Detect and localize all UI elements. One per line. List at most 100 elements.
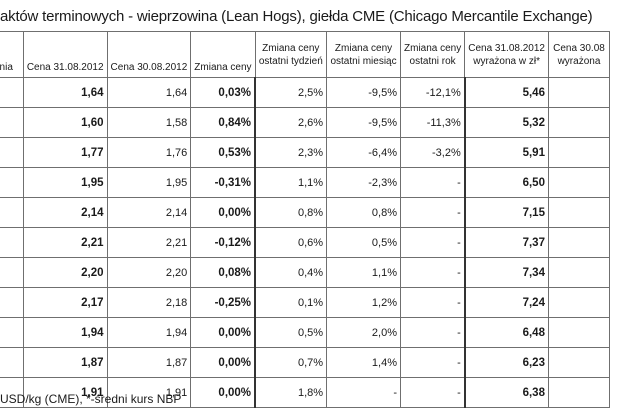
cell-p30: 1,64 <box>106 77 192 108</box>
table-row: 2,20 2,20 0,08% 0,4% 1,1% -7,34 <box>0 257 611 288</box>
cell-pln30 <box>547 227 611 258</box>
cell-p30: 2,21 <box>106 227 192 258</box>
cell-pln31: 7,24 <box>463 287 549 318</box>
cell-month: -6,4% <box>326 137 401 168</box>
cell-pln31: 6,50 <box>463 167 549 198</box>
cell-week: 1,8% <box>254 377 328 408</box>
cell-p31: 1,64 <box>22 77 108 108</box>
header-price-31: Cena 31.08.2012 <box>22 31 108 78</box>
table-footnote: USD/kg (CME), *-średni kurs NBP <box>0 392 182 406</box>
cell-month: 0,8% <box>326 197 401 228</box>
cell-pln30 <box>547 77 611 108</box>
cell-p31: 1,95 <box>22 167 108 198</box>
table-row: 1,94 1,94 0,00% 0,5% 2,0% -6,48 <box>0 317 611 348</box>
cell-pln31: 5,91 <box>463 137 549 168</box>
cell-year: - <box>399 377 466 408</box>
cell-name <box>0 257 24 288</box>
cell-year: -11,3% <box>399 107 466 138</box>
cell-name <box>0 137 24 168</box>
cell-name <box>0 107 24 138</box>
cell-p31: 1,60 <box>22 107 108 138</box>
cell-month: -9,5% <box>326 107 401 138</box>
cell-chg: -0,25% <box>190 287 256 318</box>
cell-pln31: 5,32 <box>463 107 549 138</box>
header-year: Zmiana ceny ostatni rok <box>399 31 466 78</box>
cell-p31: 2,21 <box>22 227 108 258</box>
header-row: ania Cena 31.08.2012 Cena 30.08.2012 Zmi… <box>0 31 611 78</box>
cell-chg: 0,00% <box>190 377 256 408</box>
cell-pln31: 6,48 <box>463 317 549 348</box>
table-row: 2,17 2,18 -0,25% 0,1% 1,2% -7,24 <box>0 287 611 318</box>
price-table: ania Cena 31.08.2012 Cena 30.08.2012 Zmi… <box>0 31 611 408</box>
cell-p30: 1,91 <box>106 377 192 408</box>
cell-p31: 1,87 <box>22 347 108 378</box>
header-month: Zmiana ceny ostatni miesiąc <box>326 31 401 78</box>
cell-chg: 0,00% <box>190 317 256 348</box>
cell-p30: 2,20 <box>106 257 192 288</box>
cell-year: - <box>399 347 466 378</box>
cell-year: - <box>399 287 466 318</box>
cell-chg: 0,03% <box>190 77 256 108</box>
cell-p30: 1,76 <box>106 137 192 168</box>
cell-chg: 0,53% <box>190 137 256 168</box>
cell-name <box>0 227 24 258</box>
cell-year: - <box>399 197 466 228</box>
table-row: 1,77 1,76 0,53% 2,3% -6,4% -3,2% 5,91 <box>0 137 611 168</box>
table-row: 1,64 1,64 0,03% 2,5% -9,5% -12,1% 5,46 <box>0 77 611 108</box>
cell-pln30 <box>547 377 611 408</box>
cell-p30: 2,18 <box>106 287 192 318</box>
table-row: 2,21 2,21 -0,12% 0,6% 0,5% -7,37 <box>0 227 611 258</box>
cell-p30: 1,94 <box>106 317 192 348</box>
cell-pln30 <box>547 287 611 318</box>
cell-pln31: 7,37 <box>463 227 549 258</box>
cell-month: -9,5% <box>326 77 401 108</box>
cell-week: 2,6% <box>254 107 328 138</box>
cell-p31: 2,17 <box>22 287 108 318</box>
cell-year: - <box>399 317 466 348</box>
cell-name <box>0 77 24 108</box>
cell-week: 0,4% <box>254 257 328 288</box>
cell-chg: 0,08% <box>190 257 256 288</box>
header-week: Zmiana ceny ostatni tydzień <box>254 31 328 78</box>
cell-week: 2,3% <box>254 137 328 168</box>
cell-year: -3,2% <box>399 137 466 168</box>
cell-month: 1,2% <box>326 287 401 318</box>
cell-pln30 <box>547 317 611 348</box>
header-name: ania <box>0 31 24 78</box>
cell-p30: 1,87 <box>106 347 192 378</box>
cell-pln30 <box>547 137 611 168</box>
table-row: 1,87 1,87 0,00% 0,7% 1,4% -6,23 <box>0 347 611 378</box>
table-row: 2,14 2,14 0,00% 0,8% 0,8% -7,15 <box>0 197 611 228</box>
cell-p31: 2,14 <box>22 197 108 228</box>
cell-name <box>0 167 24 198</box>
cell-year: - <box>399 167 466 198</box>
cell-pln30 <box>547 197 611 228</box>
header-price-30: Cena 30.08.2012 <box>106 31 192 78</box>
cell-week: 0,7% <box>254 347 328 378</box>
cell-pln30 <box>547 107 611 138</box>
cell-week: 0,5% <box>254 317 328 348</box>
cell-pln31: 5,46 <box>463 77 549 108</box>
cell-pln30 <box>547 347 611 378</box>
table-row: 1,91 1,91 0,00% 1,8% - -6,38 <box>0 377 611 408</box>
cell-pln30 <box>547 257 611 288</box>
cell-p31: 1,94 <box>22 317 108 348</box>
cell-week: 0,8% <box>254 197 328 228</box>
header-change: Zmiana ceny <box>190 31 256 78</box>
cell-name <box>0 317 24 348</box>
cell-p31: 1,91 <box>22 377 108 408</box>
cell-chg: 0,00% <box>190 197 256 228</box>
cell-p30: 2,14 <box>106 197 192 228</box>
header-pln-31: Cena 31.08.2012 wyrażona w zł* <box>464 31 549 78</box>
cell-year: - <box>399 227 466 258</box>
header-pln-30: Cena 30.08 wyrażona <box>547 31 611 78</box>
cell-name <box>0 287 24 318</box>
cell-p31: 2,20 <box>22 257 108 288</box>
cell-pln31: 7,15 <box>463 197 549 228</box>
cell-week: 0,1% <box>254 287 328 318</box>
cell-name <box>0 197 24 228</box>
cell-p31: 1,77 <box>22 137 108 168</box>
cell-p30: 1,95 <box>106 167 192 198</box>
cell-month: 0,5% <box>326 227 401 258</box>
cell-year: - <box>399 257 466 288</box>
